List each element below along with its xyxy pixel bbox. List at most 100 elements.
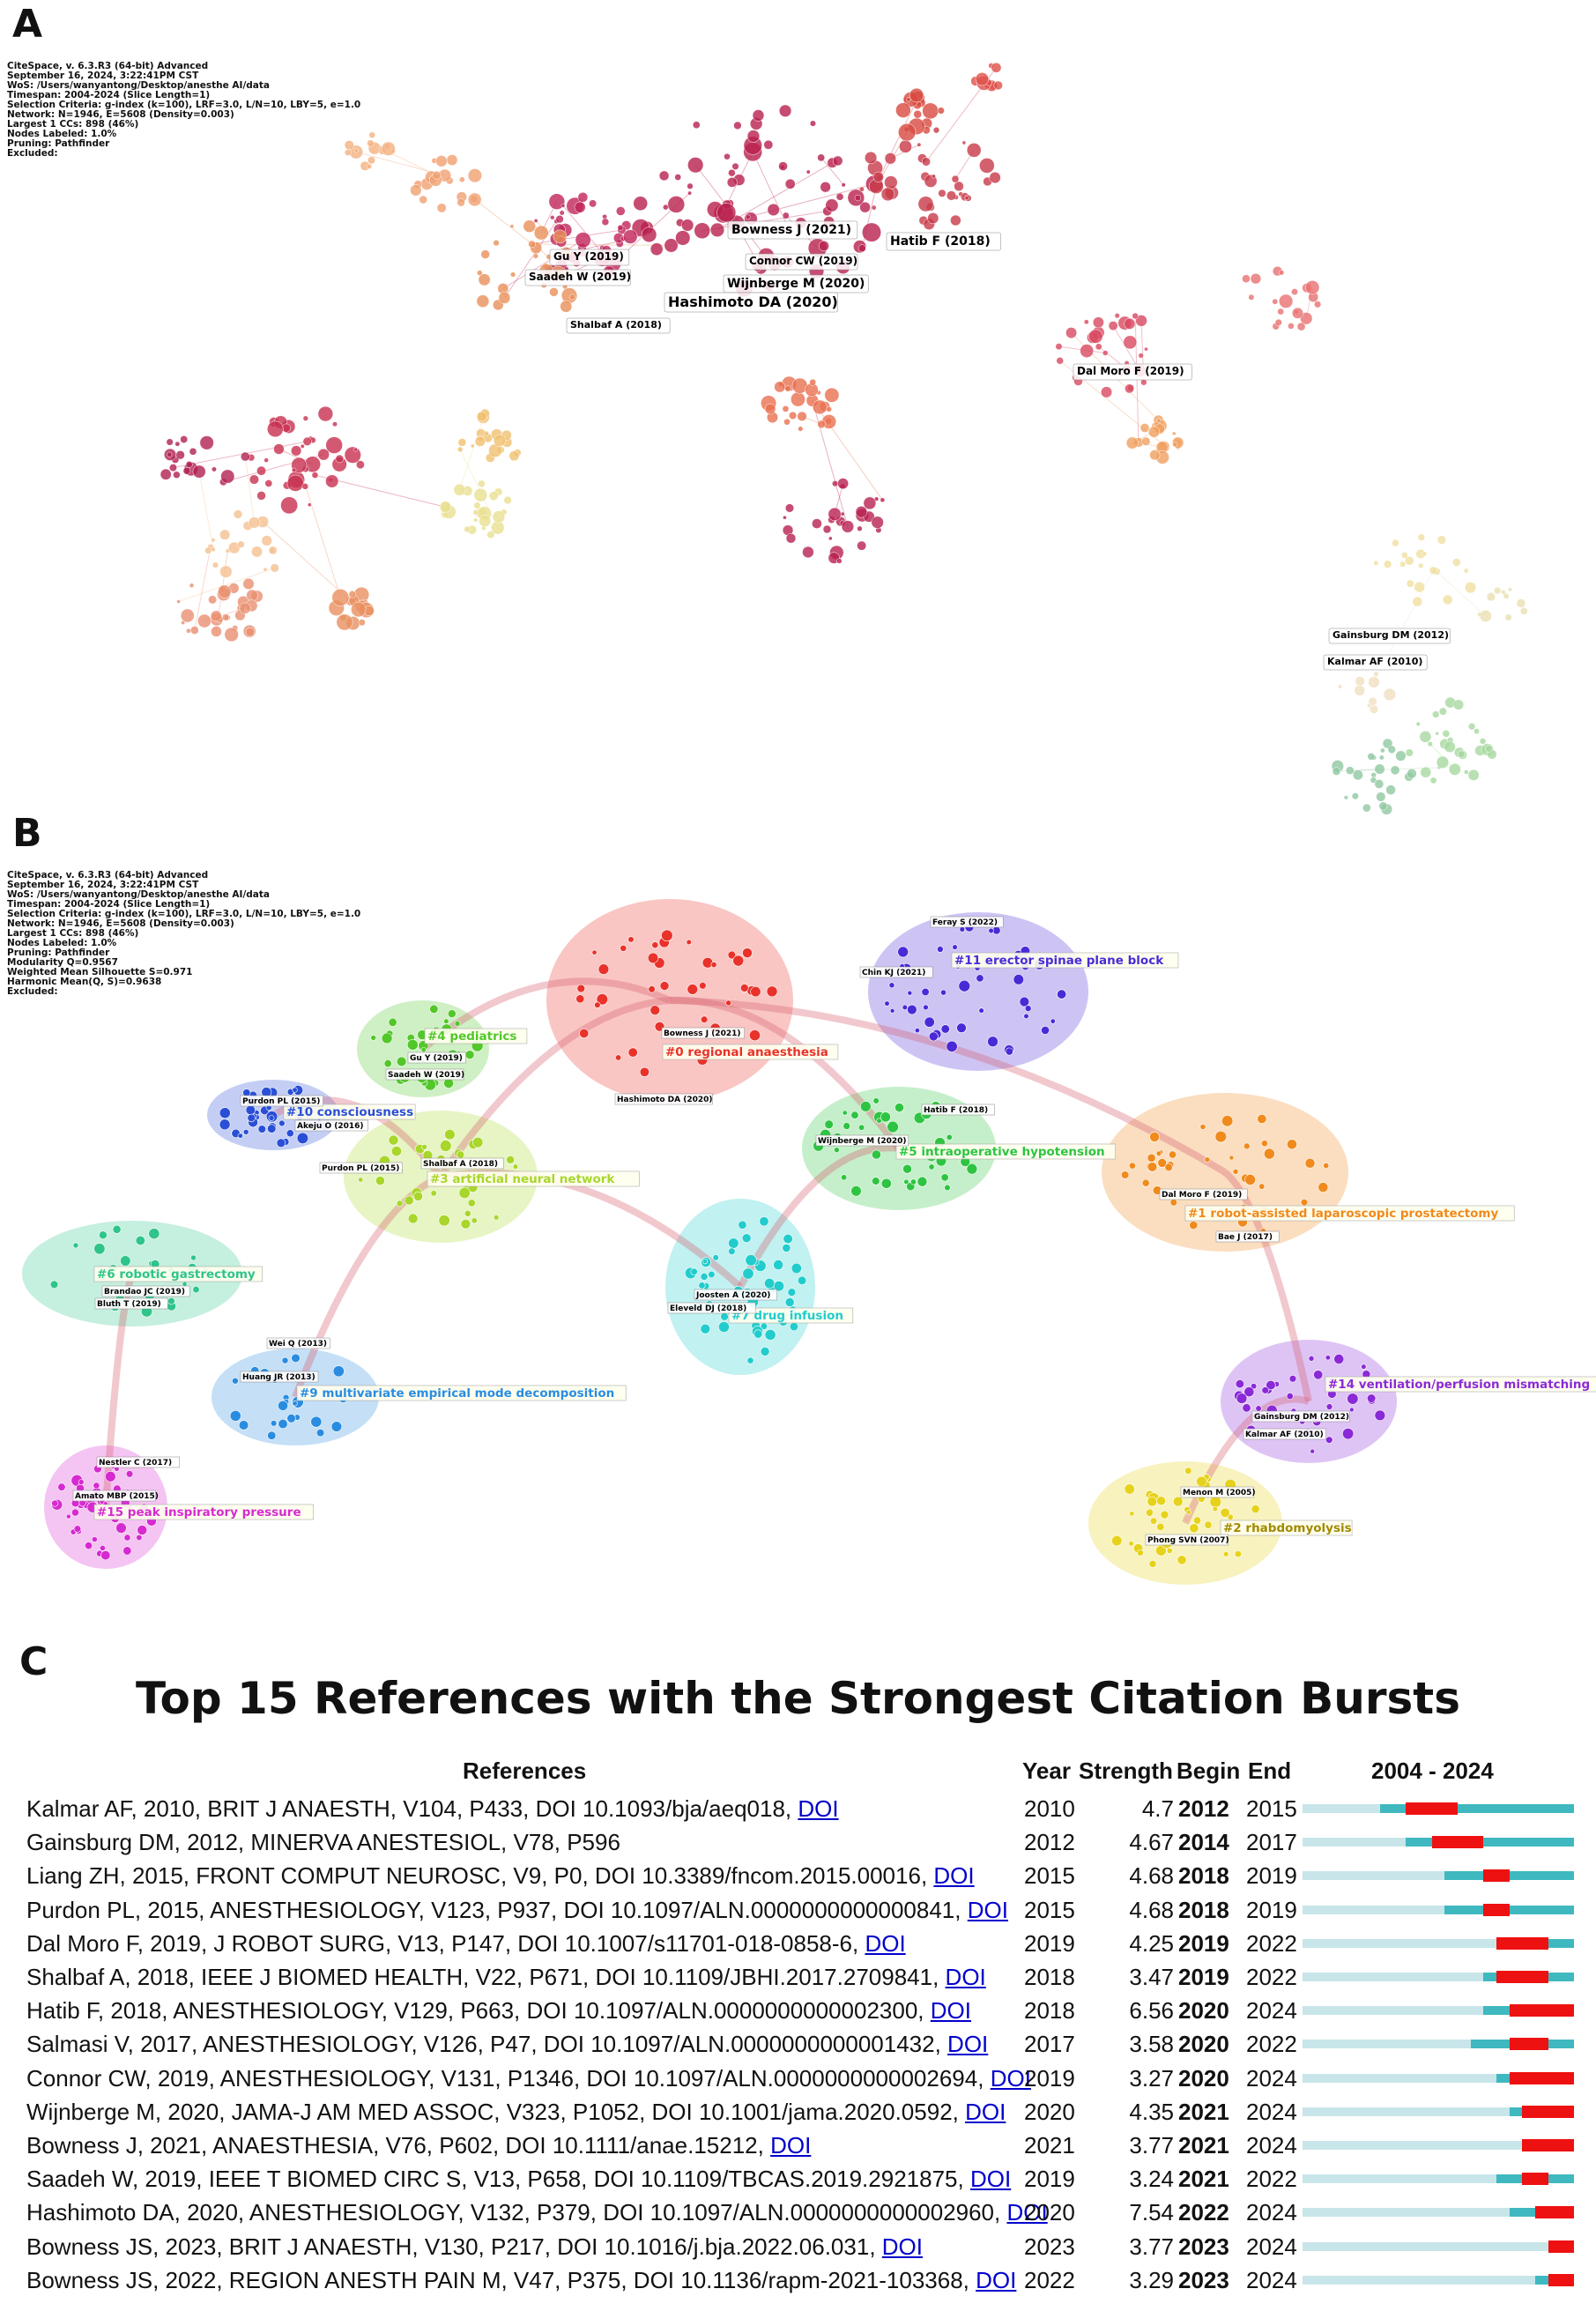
metadata-line: Largest 1 CCs: 898 (46%) bbox=[7, 928, 139, 939]
network-node bbox=[991, 62, 1002, 73]
cluster-label: #5 intraoperative hypotension bbox=[899, 1145, 1105, 1159]
cluster-label: #15 peak inspiratory pressure bbox=[97, 1505, 301, 1520]
doi-link[interactable]: DOI bbox=[969, 2166, 1012, 2193]
cluster-node bbox=[902, 1163, 912, 1174]
network-node bbox=[1305, 279, 1320, 295]
node-label: Saadeh W (2019) bbox=[529, 271, 631, 283]
network-node bbox=[884, 152, 897, 165]
doi-link[interactable]: DOI bbox=[967, 1896, 1008, 1923]
node-label: Dal Moro F (2019) bbox=[1077, 365, 1184, 377]
node-label-tag: Shalbaf A (2018) bbox=[566, 317, 671, 334]
cluster-node bbox=[700, 1323, 711, 1334]
doi-link[interactable]: DOI bbox=[990, 2064, 1031, 2092]
burst-segment bbox=[1496, 1971, 1548, 1983]
doi-link[interactable]: DOI bbox=[933, 1862, 975, 1890]
network-node bbox=[473, 517, 479, 523]
col-header-end: End bbox=[1248, 1757, 1292, 1784]
node-label-tag: Gainsburg DM (2012) bbox=[1251, 1410, 1350, 1423]
metadata-line: Nodes Labeled: 1.0% bbox=[7, 129, 117, 139]
cluster-node bbox=[871, 1149, 881, 1160]
doi-link[interactable]: DOI bbox=[947, 2031, 989, 2058]
network-node bbox=[906, 97, 911, 102]
doi-link[interactable]: DOI bbox=[881, 2233, 924, 2260]
network-node bbox=[1448, 762, 1461, 776]
doi-link[interactable]: DOI bbox=[798, 1795, 839, 1822]
strength-cell: 4.67 bbox=[1129, 1829, 1174, 1856]
cluster-node bbox=[1209, 1496, 1222, 1508]
cluster-link bbox=[437, 997, 671, 1179]
cluster-node bbox=[648, 985, 656, 993]
network-node bbox=[681, 219, 694, 232]
cluster-node bbox=[440, 1140, 452, 1152]
doi-link[interactable]: DOI bbox=[865, 1929, 906, 1957]
network-node bbox=[1055, 343, 1063, 351]
cluster-node bbox=[370, 1035, 376, 1041]
cluster-label-tag: #6 robotic gastrectomy bbox=[93, 1266, 263, 1282]
network-node bbox=[1444, 740, 1456, 754]
network-node bbox=[381, 141, 396, 156]
cluster-node bbox=[698, 1282, 706, 1289]
cluster-node bbox=[292, 1087, 298, 1093]
cluster-node bbox=[388, 1017, 397, 1027]
cluster-node bbox=[576, 984, 586, 993]
cluster-node bbox=[887, 1120, 899, 1133]
network-node bbox=[204, 546, 212, 554]
doi-link[interactable]: DOI bbox=[930, 1997, 972, 2025]
cluster-node bbox=[907, 1004, 917, 1015]
doi-link[interactable]: DOI bbox=[945, 1964, 986, 1990]
end-cell: 2024 bbox=[1246, 2132, 1297, 2159]
metadata-line: Modularity Q=0.9567 bbox=[7, 957, 118, 968]
network-node bbox=[1378, 754, 1384, 761]
cluster-node bbox=[375, 1176, 385, 1186]
network-node bbox=[256, 491, 266, 501]
cluster-node bbox=[988, 927, 994, 934]
doi-link[interactable]: DOI bbox=[1006, 2199, 1048, 2226]
network-node bbox=[731, 162, 739, 170]
node-label-tag: Saadeh W (2019) bbox=[524, 269, 631, 286]
cluster-label-tag: #14 ventilation/perfusion mismatching bbox=[1325, 1376, 1596, 1393]
burst-timeline-bar bbox=[1303, 2206, 1574, 2219]
cluster-node bbox=[281, 1356, 289, 1364]
network-node bbox=[185, 461, 193, 468]
cluster-node bbox=[1184, 1467, 1192, 1475]
network-node bbox=[857, 244, 866, 253]
col-header-begin: Begin bbox=[1177, 1757, 1241, 1784]
burst-segment bbox=[1535, 2206, 1574, 2219]
network-node bbox=[855, 505, 868, 518]
network-node bbox=[575, 232, 591, 249]
cluster-node bbox=[791, 1262, 802, 1274]
cluster-node bbox=[506, 1156, 515, 1164]
strength-cell: 3.77 bbox=[1129, 2132, 1174, 2159]
node-label-tag: Amato MBP (2015) bbox=[72, 1490, 159, 1502]
network-node bbox=[1503, 592, 1510, 599]
network-node bbox=[589, 199, 598, 208]
network-node bbox=[291, 445, 302, 457]
doi-link[interactable]: DOI bbox=[965, 2098, 1006, 2125]
burst-row: Salmasi V, 2017, ANESTHESIOLOGY, V126, P… bbox=[0, 2027, 1596, 2061]
cluster-node bbox=[310, 1416, 323, 1428]
network-node bbox=[1123, 335, 1138, 350]
network-node bbox=[841, 182, 846, 188]
network-node bbox=[709, 222, 725, 238]
metadata-line: Timespan: 2004-2024 (Slice Length=1) bbox=[7, 90, 211, 100]
network-node bbox=[242, 577, 255, 590]
node-label: Gainsburg DM (2012) bbox=[1332, 629, 1449, 641]
reference-text: Hashimoto DA, 2020, ANESTHESIOLOGY, V132… bbox=[26, 2199, 1001, 2226]
doi-link[interactable]: DOI bbox=[770, 2132, 812, 2159]
reference-text: Purdon PL, 2015, ANESTHESIOLOGY, V123, P… bbox=[26, 1896, 961, 1923]
end-cell: 2024 bbox=[1246, 2233, 1297, 2260]
strength-cell: 3.47 bbox=[1129, 1964, 1174, 1990]
node-label-tag: Gu Y (2019) bbox=[549, 249, 630, 266]
reference-cell: Purdon PL, 2015, ANESTHESIOLOGY, V123, P… bbox=[26, 1897, 1008, 1924]
network-node bbox=[493, 434, 507, 447]
cluster-node bbox=[917, 1176, 928, 1187]
cluster-label-tag: #0 regional anaesthesia bbox=[662, 1044, 839, 1060]
cluster-node bbox=[940, 989, 946, 996]
doi-link[interactable]: DOI bbox=[976, 2266, 1017, 2293]
cluster-node bbox=[718, 1321, 730, 1333]
panel-c-letter: C bbox=[19, 1639, 48, 1684]
cluster-node bbox=[1137, 1549, 1144, 1557]
node-label-tag: Feray S (2022) bbox=[930, 916, 1004, 928]
network-node bbox=[1374, 763, 1385, 775]
cluster-node bbox=[742, 1267, 754, 1280]
